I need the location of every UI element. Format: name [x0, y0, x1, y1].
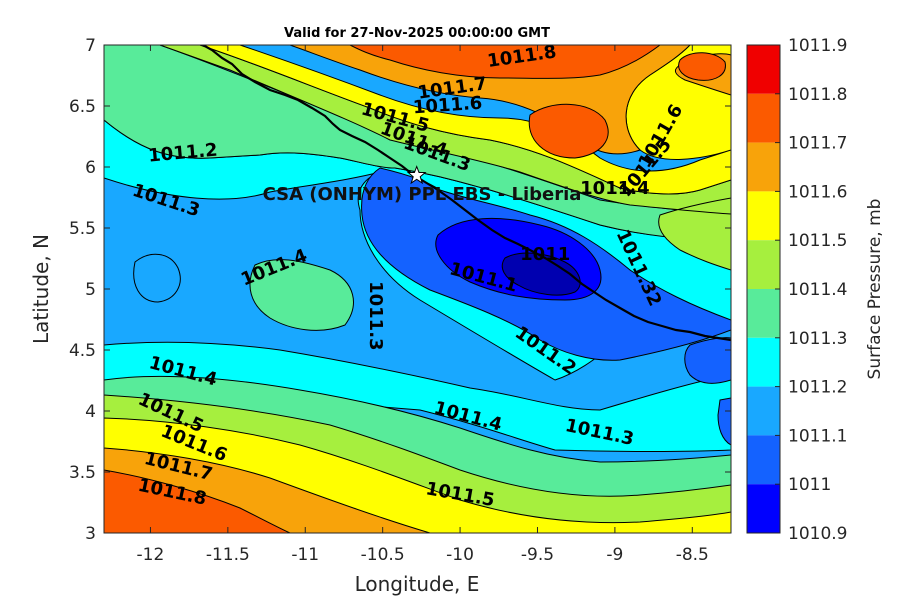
colorbar-tick-label: 1011.7: [788, 134, 847, 154]
colorbar-swatch: [747, 484, 780, 533]
colorbar-swatch: [747, 337, 780, 387]
x-tick-label: -9.5: [521, 545, 554, 565]
colorbar: 1011.9 1011.8 1011.7 1011.6 1011.5 1011.4 1011…: [746, 36, 847, 544]
x-tick-label: -12: [137, 545, 165, 565]
site-label: CSA (ONHYM) PPL EBS - Liberia: [263, 184, 582, 205]
spot-1011-2-west: [133, 253, 181, 303]
x-tick-label: -10: [446, 545, 474, 565]
contour-label: 1011.3: [365, 281, 386, 350]
colorbar-tick-label: 1011.6: [788, 182, 847, 202]
colorbar-tick-label: 1011.1: [788, 426, 847, 446]
y-tick-label: 5: [85, 280, 96, 300]
y-tick-label: 4: [85, 402, 96, 422]
x-tick-label: -11.5: [206, 545, 250, 565]
colorbar-swatch: [747, 289, 780, 338]
colorbar-tick-label: 1011.3: [788, 329, 847, 349]
colorbar-label: Surface Pressure, mb: [865, 199, 885, 380]
coastline: [202, 45, 731, 342]
colorbar-swatch: [747, 45, 780, 94]
x-tick-label: -11: [291, 545, 319, 565]
y-tick-label: 7: [85, 36, 96, 56]
y-tick-label: 3.5: [69, 463, 96, 483]
x-axis-label: Longitude, E: [355, 572, 480, 596]
colorbar-tick-label: 1011.2: [788, 378, 847, 398]
colorbar-tick-label: 1011.4: [788, 280, 847, 300]
colorbar-tick-label: 1010.9: [788, 524, 847, 544]
site-marker: CSA (ONHYM) PPL EBS - Liberia: [263, 165, 582, 205]
colorbar-swatch: [747, 240, 780, 289]
colorbar-tick-label: 1011.8: [788, 85, 847, 105]
colorbar-swatch: [747, 93, 780, 143]
colorbar-swatch: [747, 386, 780, 436]
colorbar-swatch: [747, 435, 780, 485]
x-axis: -12 -11.5 -11 -10.5 -10 -9.5 -9 -8.5: [137, 45, 709, 565]
contour-label: 1011: [520, 244, 570, 265]
contour-label: 1011.4: [580, 178, 649, 199]
band-1010-9: [501, 252, 581, 296]
y-tick-label: 6.5: [69, 97, 96, 117]
y-tick-label: 3: [85, 524, 96, 544]
map-area: [104, 45, 731, 533]
contour-label: 1011.6: [412, 93, 483, 119]
colorbar-swatch: [747, 191, 780, 241]
colorbar-tick-label: 1011: [788, 475, 831, 495]
site-star-icon: [406, 165, 427, 185]
y-tick-label: 5.5: [69, 219, 96, 239]
x-tick-label: -10.5: [361, 545, 405, 565]
x-tick-label: -9: [606, 545, 623, 565]
x-tick-label: -8.5: [676, 545, 709, 565]
y-axis: 7 6.5 6 5.5 5 4.5 4 3.5 3: [69, 36, 731, 544]
map-title: Valid for 27-Nov-2025 00:00:00 GMT: [284, 26, 550, 41]
colorbar-tick-label: 1011.5: [788, 231, 847, 251]
y-tick-label: 6: [85, 158, 96, 178]
y-axis-label: Latitude, N: [29, 234, 53, 344]
band-1011-8: [104, 45, 726, 533]
y-tick-label: 4.5: [69, 341, 96, 361]
colorbar-swatch: [747, 142, 780, 192]
colorbar-tick-label: 1011.9: [788, 36, 847, 56]
